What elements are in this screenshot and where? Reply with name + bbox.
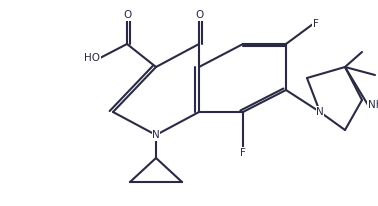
Text: N: N	[316, 107, 324, 117]
Text: HO: HO	[84, 53, 100, 63]
Text: N: N	[152, 130, 160, 140]
Text: O: O	[195, 10, 203, 20]
Text: O: O	[123, 10, 131, 20]
Text: NH₂: NH₂	[368, 100, 378, 110]
Text: F: F	[240, 148, 246, 158]
Text: F: F	[313, 19, 319, 29]
